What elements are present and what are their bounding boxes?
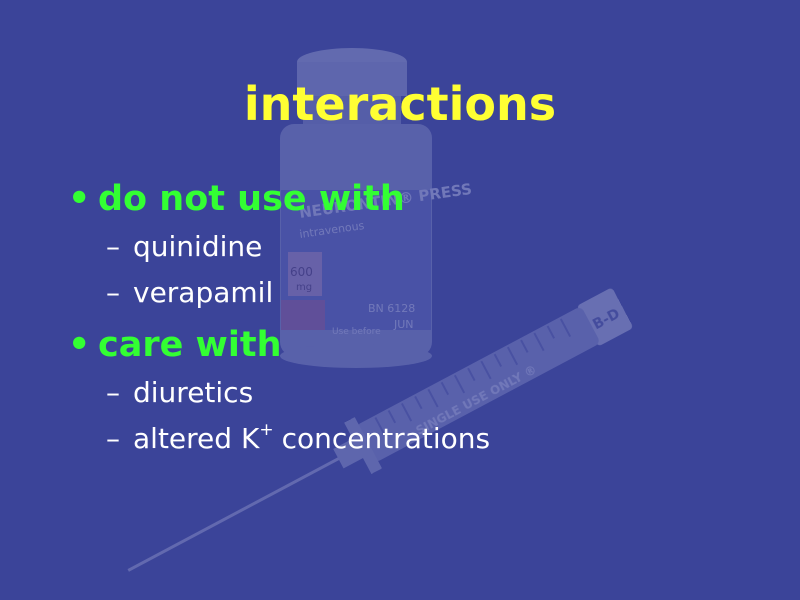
vial-use-before-text: Use before [332,327,381,337]
bullet-heading: • do not use with [68,174,490,224]
bullet-list: • do not use with – quinidine – verapami… [68,174,490,470]
dash-icon: – [106,230,120,263]
vial-cap [297,48,407,76]
bullet-care-with: • care with – diuretics – altered K + co… [68,320,490,466]
vial-cap-body [297,62,407,96]
syringe-graduations [374,318,572,436]
sub-item-label: quinidine [133,230,263,263]
sub-item-altered-k-concentrations: – altered K + concentrations [106,416,490,466]
sub-list: – quinidine – verapamil [68,224,490,316]
syringe-plunger-end [577,288,633,346]
dash-icon: – [106,276,120,309]
sub-list: – diuretics – altered K + concentrations [68,370,490,466]
sub-item-label: verapamil [133,276,274,309]
vial-dose-unit-text: mg [296,282,312,293]
vial-neck [303,96,401,124]
bullet-heading: • care with [68,320,490,370]
sub-item-suffix: concentrations [281,422,491,455]
syringe-needle [127,457,340,572]
sub-item-quinidine: – quinidine [106,224,490,270]
bullet-label: care with [98,325,282,365]
sub-item-verapamil: – verapamil [106,270,490,316]
vial-dose-text: 600 [290,265,313,279]
syringe-hub [333,437,365,469]
slide-title: interactions [243,77,557,131]
sub-item-diuretics: – diuretics [106,370,490,416]
bullet-label: do not use with [98,179,405,219]
dash-icon: – [106,376,120,409]
vial-body [280,124,432,356]
syringe-flange [344,417,383,474]
bullet-dot-icon: • [68,179,91,219]
vial-label [281,190,431,330]
superscript-plus: + [259,420,274,440]
sub-item-label: diuretics [133,376,254,409]
vial-bottom [280,344,432,368]
vial-dose-box [288,252,322,296]
bullet-dot-icon: • [68,325,91,365]
vial-lot-text: BN 6128 [368,302,415,315]
dash-icon: – [106,422,120,455]
syringe-barrel [357,308,599,462]
vial-date-text: JUN [393,318,414,331]
sub-item-prefix: altered K [133,422,260,455]
bullet-do-not-use-with: • do not use with – quinidine – verapami… [68,174,490,316]
vial-label-red-band [281,300,325,330]
